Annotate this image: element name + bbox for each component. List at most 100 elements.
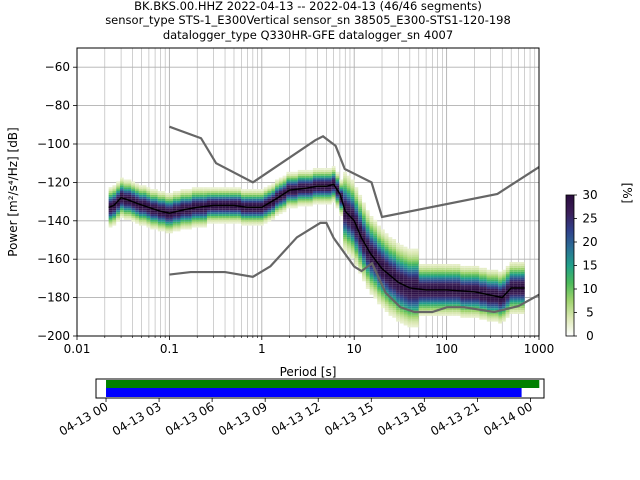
histogram-cell — [411, 300, 415, 303]
histogram-cell — [354, 244, 359, 247]
histogram-cell — [354, 264, 359, 266]
histogram-cell — [199, 216, 204, 218]
histogram-cell — [335, 181, 340, 184]
histogram-cell — [437, 267, 442, 270]
histogram-cell — [150, 225, 155, 228]
histogram-cell — [467, 298, 472, 301]
histogram-cell — [203, 198, 207, 201]
histogram-cell — [411, 248, 415, 251]
histogram-cell — [206, 187, 211, 190]
histogram-cell — [248, 214, 253, 216]
histogram-cell — [388, 246, 393, 249]
histogram-cell — [415, 262, 419, 264]
histogram-cell — [494, 287, 499, 289]
histogram-cell — [362, 271, 366, 274]
histogram-cell — [271, 185, 276, 188]
histogram-cell — [127, 179, 132, 182]
histogram-cell — [362, 250, 366, 253]
histogram-cell — [343, 216, 347, 218]
histogram-cell — [415, 264, 419, 266]
histogram-cell — [460, 292, 465, 295]
histogram-cell — [384, 281, 389, 284]
histogram-cell — [358, 250, 363, 253]
histogram-cell — [343, 192, 347, 195]
histogram-cell — [369, 256, 374, 259]
histogram-cell — [509, 273, 514, 276]
histogram-cell — [418, 287, 423, 289]
histogram-cell — [199, 223, 204, 226]
histogram-cell — [437, 265, 442, 268]
histogram-cell — [460, 298, 465, 301]
histogram-cell — [433, 283, 438, 286]
histogram-cell — [176, 219, 181, 222]
histogram-cell — [475, 304, 480, 307]
histogram-cell — [399, 294, 404, 297]
histogram-cell — [498, 306, 502, 309]
histogram-cell — [396, 273, 400, 276]
histogram-cell — [320, 183, 325, 186]
histogram-cell — [362, 225, 366, 228]
histogram-cell — [346, 206, 351, 209]
histogram-cell — [290, 183, 294, 186]
histogram-cell — [195, 212, 200, 215]
histogram-cell — [498, 273, 502, 276]
histogram-cell — [195, 225, 200, 228]
histogram-cell — [278, 179, 283, 182]
histogram-cell — [396, 265, 400, 268]
histogram-cell — [222, 221, 226, 224]
histogram-cell — [229, 221, 234, 224]
histogram-cell — [369, 221, 374, 224]
histogram-cell — [248, 217, 253, 220]
histogram-cell — [119, 189, 124, 192]
histogram-cell — [154, 223, 158, 226]
mode-line — [108, 183, 525, 299]
histogram-cell — [199, 204, 204, 207]
histogram-cell — [422, 294, 427, 297]
histogram-cell — [441, 300, 446, 303]
histogram-cell — [169, 227, 173, 230]
histogram-cell — [324, 198, 329, 201]
histogram-cell — [411, 308, 415, 311]
histogram-cell — [286, 196, 291, 199]
histogram-cell — [358, 237, 363, 240]
histogram-cell — [437, 306, 442, 309]
histogram-cell — [426, 292, 431, 295]
histogram-cell — [346, 216, 351, 218]
histogram-cell — [449, 310, 453, 312]
histogram-cell — [169, 200, 173, 203]
histogram-cell — [176, 191, 181, 193]
histogram-cell — [165, 227, 170, 230]
histogram-cell — [297, 175, 302, 178]
histogram-cell — [392, 267, 397, 270]
histogram-cell — [206, 214, 211, 216]
histogram-cell — [456, 277, 461, 280]
histogram-cell — [225, 206, 230, 209]
histogram-cell — [369, 279, 374, 282]
histogram-cell — [467, 310, 472, 312]
histogram-cell — [411, 325, 415, 328]
histogram-cell — [377, 287, 381, 289]
histogram-cell — [483, 294, 487, 297]
histogram-cell — [403, 290, 408, 293]
histogram-cell — [320, 175, 325, 178]
histogram-cell — [475, 306, 480, 309]
histogram-cell — [331, 198, 336, 201]
histogram-cell — [494, 319, 499, 322]
histogram-cell — [452, 290, 457, 293]
histogram-cell — [286, 202, 291, 205]
histogram-cell — [483, 312, 487, 314]
histogram-cell — [123, 217, 128, 220]
histogram-cell — [369, 265, 374, 268]
histogram-cell — [263, 202, 268, 205]
histogram-cell — [350, 256, 355, 259]
histogram-cell — [365, 225, 370, 228]
histogram-cell — [305, 194, 310, 197]
histogram-cell — [203, 206, 207, 209]
y-tick-label: −180 — [37, 291, 70, 305]
histogram-cell — [165, 196, 170, 199]
histogram-cell — [343, 187, 347, 190]
histogram-cell — [305, 200, 310, 203]
histogram-cell — [203, 202, 207, 205]
histogram-cell — [290, 204, 294, 207]
histogram-cell — [241, 223, 245, 226]
